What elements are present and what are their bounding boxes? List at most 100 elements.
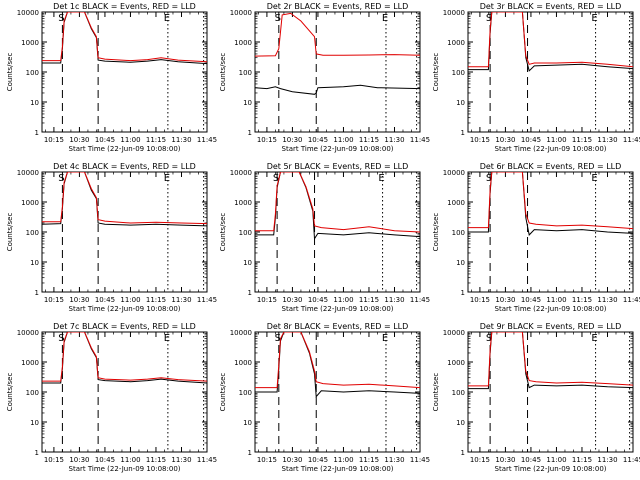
series-line-lld	[255, 172, 420, 233]
series-line-lld	[468, 172, 633, 230]
y-axis-label: Counts/sec	[432, 213, 440, 252]
x-axis-label: Start Time (22-Jun-09 10:08:00)	[69, 305, 181, 313]
panel-title: Det 6r BLACK = Events, RED = LLD	[480, 162, 622, 171]
x-tick-label: 10:15	[257, 456, 277, 464]
x-tick-label: 10:30	[69, 456, 89, 464]
x-tick-label: 11:45	[623, 296, 640, 304]
x-tick-label: 11:30	[384, 456, 404, 464]
panel-title: Det 4c BLACK = Events, RED = LLD	[53, 162, 196, 171]
y-tick-label: 100	[239, 69, 252, 77]
y-tick-label: 100	[239, 229, 252, 237]
x-axis-label: Start Time (22-Jun-09 10:08:00)	[282, 465, 394, 473]
x-tick-label: 11:15	[359, 296, 379, 304]
x-tick-label: 10:30	[69, 136, 89, 144]
x-tick-label: 10:30	[282, 296, 302, 304]
x-tick-label: 10:45	[95, 456, 115, 464]
series-line-lld	[42, 332, 207, 382]
y-tick-label: 10	[243, 259, 252, 267]
y-tick-label: 1000	[234, 199, 252, 207]
y-axis-label: Counts/sec	[432, 53, 440, 92]
x-tick-label: 11:45	[623, 136, 640, 144]
plot-frame	[467, 11, 634, 133]
y-tick-label: 1000	[234, 359, 252, 367]
x-axis-label: Start Time (22-Jun-09 10:08:00)	[495, 145, 607, 153]
x-tick-label: 11:00	[120, 456, 140, 464]
x-tick-label: 11:15	[572, 136, 592, 144]
x-tick-label: 11:00	[333, 296, 353, 304]
x-tick-label: 11:00	[546, 136, 566, 144]
x-tick-label: 11:45	[410, 456, 430, 464]
x-axis-label: Start Time (22-Jun-09 10:08:00)	[282, 305, 394, 313]
x-tick-label: 11:00	[546, 456, 566, 464]
y-tick-label: 10000	[230, 329, 252, 337]
marker-label: E	[164, 173, 170, 184]
plot-frame	[41, 331, 208, 453]
marker-label: S	[275, 13, 281, 24]
marker-label: E	[164, 13, 170, 24]
x-tick-label: 10:30	[495, 136, 515, 144]
y-tick-label: 1	[35, 129, 39, 137]
series-line-lld	[468, 332, 633, 387]
marker-label: E	[382, 13, 388, 24]
x-axis-label: Start Time (22-Jun-09 10:08:00)	[69, 145, 181, 153]
series-line-lld	[255, 12, 420, 57]
x-tick-label: 10:15	[44, 136, 64, 144]
y-tick-label: 1000	[447, 39, 465, 47]
y-tick-label: 10000	[443, 169, 465, 177]
detector-panel-1: Det 1c BLACK = Events, RED = LLD 1 10 100 10…	[6, 2, 217, 153]
y-axis-label: Counts/sec	[432, 373, 440, 412]
y-tick-label: 1	[248, 289, 252, 297]
x-tick-label: 11:30	[597, 456, 617, 464]
marker-label: E	[591, 13, 597, 24]
plot-frame	[41, 171, 208, 293]
x-tick-label: 11:00	[333, 136, 353, 144]
series-line-lld	[42, 172, 207, 225]
series-line-events	[468, 12, 633, 72]
x-tick-label: 10:30	[282, 136, 302, 144]
x-tick-label: 11:45	[197, 296, 217, 304]
y-axis-label: Counts/sec	[219, 213, 227, 252]
y-tick-label: 100	[452, 69, 465, 77]
y-tick-label: 1000	[234, 39, 252, 47]
y-tick-label: 10000	[443, 9, 465, 17]
y-tick-label: 1	[461, 449, 465, 457]
detector-panel-9: Det 9r BLACK = Events, RED = LLD 1 10 100 10…	[432, 322, 640, 473]
y-axis-label: Counts/sec	[6, 373, 14, 412]
x-tick-label: 10:15	[257, 296, 277, 304]
detector-panel-6: Det 6r BLACK = Events, RED = LLD 1 10 100 10…	[432, 162, 640, 313]
x-tick-label: 10:45	[308, 136, 328, 144]
plot-frame	[467, 331, 634, 453]
y-tick-label: 1000	[21, 39, 39, 47]
panel-title: Det 2r BLACK = Events, RED = LLD	[267, 2, 409, 11]
x-tick-label: 10:15	[257, 136, 277, 144]
y-tick-label: 100	[26, 389, 39, 397]
x-tick-label: 11:45	[623, 456, 640, 464]
y-tick-label: 10	[30, 99, 39, 107]
marker-label: E	[378, 173, 384, 184]
marker-label: E	[382, 333, 388, 344]
y-tick-label: 1000	[447, 199, 465, 207]
series-line-events	[42, 172, 207, 227]
panel-title: Det 8r BLACK = Events, RED = LLD	[267, 322, 409, 331]
series-line-lld	[468, 12, 633, 68]
marker-label: S	[273, 173, 279, 184]
y-tick-label: 10000	[230, 169, 252, 177]
marker-label: S	[486, 173, 492, 184]
y-tick-label: 1	[461, 129, 465, 137]
x-tick-label: 11:30	[171, 296, 191, 304]
y-tick-label: 1	[248, 449, 252, 457]
y-tick-label: 10000	[230, 9, 252, 17]
x-tick-label: 11:15	[359, 456, 379, 464]
detector-panel-4: Det 4c BLACK = Events, RED = LLD 1 10 100 10…	[6, 162, 217, 313]
x-tick-label: 11:15	[146, 136, 166, 144]
y-tick-label: 1000	[21, 359, 39, 367]
y-axis-label: Counts/sec	[6, 53, 14, 92]
x-tick-label: 10:45	[308, 296, 328, 304]
marker-label: S	[486, 13, 492, 24]
x-tick-label: 11:00	[120, 136, 140, 144]
plot-frame	[41, 11, 208, 133]
y-tick-label: 10	[456, 99, 465, 107]
series-line-events	[42, 12, 207, 65]
y-axis-label: Counts/sec	[219, 373, 227, 412]
x-tick-label: 11:30	[384, 296, 404, 304]
